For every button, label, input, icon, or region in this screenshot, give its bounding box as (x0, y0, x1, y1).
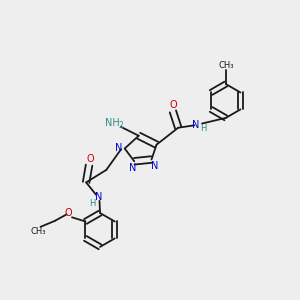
Text: CH₃: CH₃ (30, 227, 46, 236)
Text: O: O (64, 208, 72, 218)
Text: O: O (86, 154, 94, 164)
Text: N: N (192, 120, 200, 130)
Text: NH: NH (106, 118, 120, 128)
Text: H: H (89, 199, 96, 208)
Text: N: N (115, 143, 122, 153)
Text: H: H (200, 124, 206, 133)
Text: N: N (129, 164, 136, 173)
Text: N: N (95, 192, 103, 202)
Text: 2: 2 (119, 122, 124, 130)
Text: N: N (152, 161, 159, 171)
Text: O: O (169, 100, 177, 110)
Text: CH₃: CH₃ (218, 61, 233, 70)
